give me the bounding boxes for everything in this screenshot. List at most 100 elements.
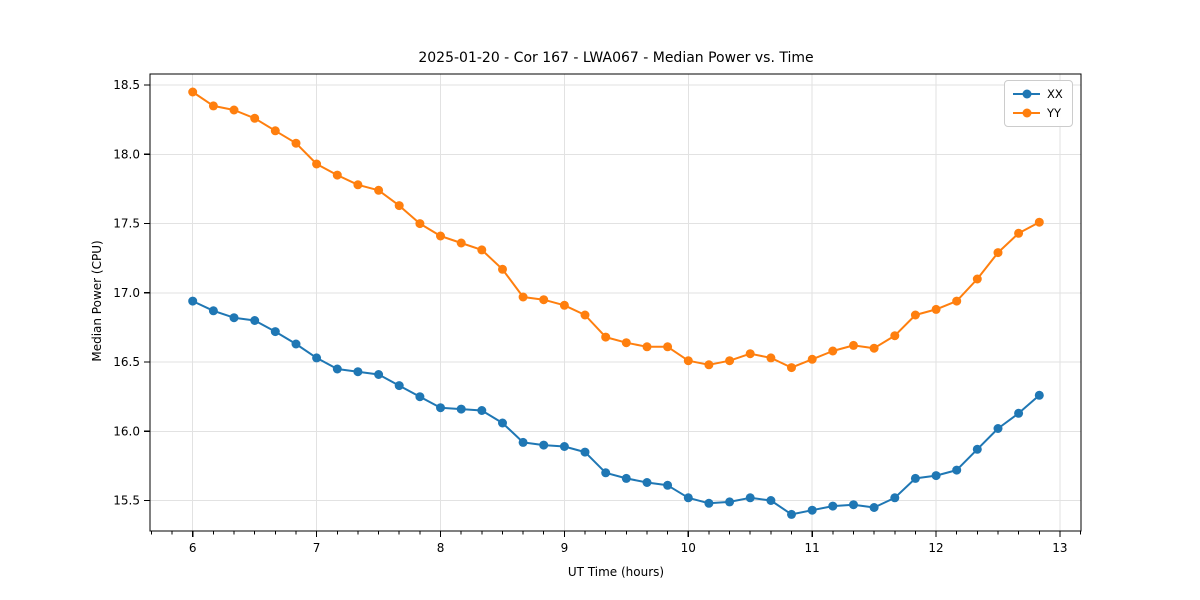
data-point-yy xyxy=(415,219,425,229)
data-point-xx xyxy=(787,509,796,519)
yy-line-marker-icon xyxy=(1013,106,1040,120)
data-point-xx xyxy=(312,353,322,363)
data-point-yy xyxy=(952,296,962,306)
data-point-yy xyxy=(270,126,280,136)
y-tick-label: 17.0 xyxy=(113,286,140,300)
data-point-xx xyxy=(1014,408,1024,418)
data-point-xx xyxy=(952,465,962,475)
legend-label-yy: YY xyxy=(1047,106,1062,120)
data-point-yy xyxy=(849,340,858,350)
data-point-yy xyxy=(332,170,342,180)
data-point-xx xyxy=(436,403,445,413)
legend: XX YY xyxy=(1004,80,1073,127)
data-point-xx xyxy=(725,497,735,507)
data-point-xx xyxy=(972,444,982,454)
x-tick-label: 13 xyxy=(1052,541,1067,555)
data-point-xx xyxy=(663,480,673,490)
legend-label-xx: XX xyxy=(1047,87,1063,101)
xx-line-marker-icon xyxy=(1013,87,1040,101)
legend-item-xx: XX xyxy=(1013,87,1063,101)
series-line-yy xyxy=(191,91,1041,369)
x-tick-label: 7 xyxy=(313,541,321,555)
y-tick-label: 18.5 xyxy=(113,78,140,92)
data-point-yy xyxy=(539,295,549,305)
data-point-yy xyxy=(766,353,776,363)
data-point-xx xyxy=(208,306,218,316)
data-point-xx xyxy=(270,327,280,337)
chart-title: 2025-01-20 - Cor 167 - LWA067 - Median P… xyxy=(418,50,814,66)
data-point-yy xyxy=(931,304,941,314)
data-point-xx xyxy=(683,493,693,503)
data-point-yy xyxy=(456,238,466,248)
data-point-xx xyxy=(539,440,549,450)
data-point-yy xyxy=(704,360,714,370)
data-point-yy xyxy=(642,342,652,352)
data-point-yy xyxy=(993,248,1003,258)
data-point-yy xyxy=(869,343,879,353)
data-point-yy xyxy=(580,310,590,320)
data-point-yy xyxy=(559,300,569,310)
data-point-xx xyxy=(353,367,363,377)
data-point-xx xyxy=(621,473,631,483)
data-point-xx xyxy=(910,473,920,483)
y-tick-label: 16.0 xyxy=(113,424,140,438)
data-point-xx xyxy=(828,501,838,511)
y-axis-label: Median Power (CPU) xyxy=(90,240,104,362)
data-point-xx xyxy=(766,496,776,505)
data-point-xx xyxy=(849,500,858,510)
data-point-yy xyxy=(787,363,796,373)
plot-border xyxy=(149,73,1082,532)
data-point-yy xyxy=(394,201,404,211)
data-point-xx xyxy=(456,404,466,414)
data-point-yy xyxy=(353,180,363,190)
data-point-yy xyxy=(601,332,611,342)
data-point-xx xyxy=(642,478,652,487)
x-tick-label: 6 xyxy=(189,541,197,555)
data-point-yy xyxy=(374,185,384,195)
data-point-xx xyxy=(498,418,507,428)
data-point-xx xyxy=(559,442,569,451)
data-point-xx xyxy=(580,447,590,457)
data-point-yy xyxy=(663,342,673,352)
data-point-xx xyxy=(188,296,198,306)
data-point-xx xyxy=(745,493,755,503)
data-point-yy xyxy=(250,113,260,123)
data-point-xx xyxy=(229,313,239,323)
data-point-yy xyxy=(291,138,301,148)
y-tick-label: 18.0 xyxy=(113,147,140,161)
data-point-xx xyxy=(869,503,879,512)
x-tick-label: 11 xyxy=(805,541,820,555)
data-point-yy xyxy=(725,356,735,366)
data-point-yy xyxy=(498,264,507,274)
data-point-yy xyxy=(621,338,631,348)
data-point-xx xyxy=(415,392,425,402)
data-point-xx xyxy=(374,370,384,379)
data-point-yy xyxy=(890,331,900,341)
x-tick-label: 10 xyxy=(681,541,696,555)
data-point-yy xyxy=(312,159,322,169)
y-tick-label: 16.5 xyxy=(113,355,140,369)
data-point-yy xyxy=(518,292,528,302)
data-point-yy xyxy=(745,349,755,359)
data-point-yy xyxy=(910,310,920,320)
series-line-xx xyxy=(191,300,1041,516)
data-point-yy xyxy=(208,101,218,111)
data-point-yy xyxy=(1034,217,1044,227)
x-axis-label: UT Time (hours) xyxy=(567,565,665,579)
data-point-yy xyxy=(188,87,198,97)
data-point-xx xyxy=(890,493,900,503)
data-point-xx xyxy=(931,471,941,481)
x-tick-label: 8 xyxy=(437,541,445,555)
data-point-xx xyxy=(1034,390,1044,400)
data-point-xx xyxy=(477,406,487,415)
data-point-yy xyxy=(436,231,445,241)
data-point-yy xyxy=(229,105,239,115)
data-point-yy xyxy=(683,356,693,366)
y-tick-label: 15.5 xyxy=(113,494,140,508)
data-point-xx xyxy=(993,424,1003,433)
data-point-yy xyxy=(807,354,817,364)
data-point-yy xyxy=(477,245,487,255)
data-point-xx xyxy=(601,468,611,478)
